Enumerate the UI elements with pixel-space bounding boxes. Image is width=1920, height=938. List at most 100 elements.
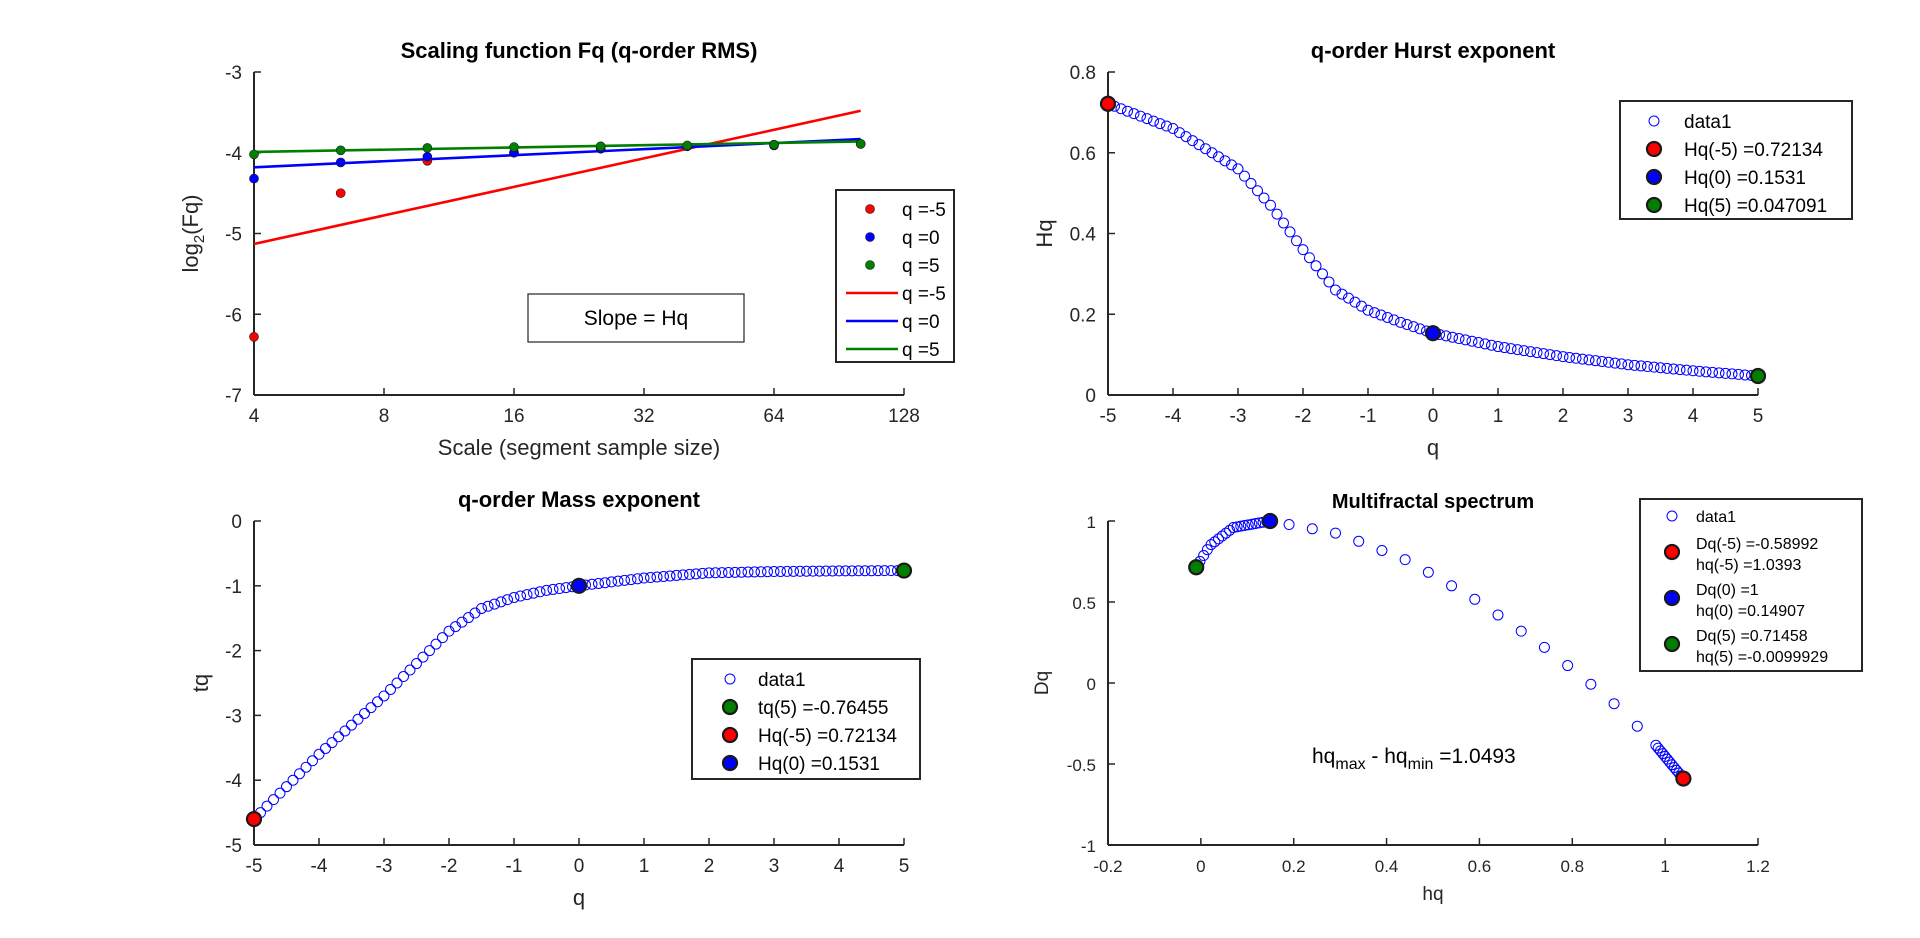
- curve-point: [1687, 365, 1699, 377]
- curve-point: [1239, 520, 1251, 532]
- curve-point: [547, 583, 559, 595]
- curve-point: [1562, 660, 1574, 672]
- curve-point: [853, 565, 864, 577]
- curve-point: [268, 794, 279, 806]
- highlight-marker: [1099, 95, 1117, 112]
- highlight-marker: [570, 577, 588, 594]
- highlight-marker: [1424, 325, 1442, 342]
- curve-point: [1306, 523, 1318, 535]
- curve-point: [586, 578, 598, 590]
- curve-point: [1661, 362, 1673, 374]
- curve-point: [281, 781, 292, 793]
- curve-point: [1408, 321, 1419, 333]
- curve-point: [430, 638, 442, 650]
- curve-point: [1733, 368, 1744, 380]
- curve-point: [1726, 368, 1738, 380]
- chart-title: Multifractal spectrum: [1332, 491, 1534, 513]
- legend-marker: [1645, 168, 1663, 186]
- legend-label: Hq(0) =0.1531: [1684, 168, 1806, 189]
- curve-point: [1226, 159, 1237, 171]
- curve-point: [612, 575, 624, 587]
- data-point: [509, 142, 519, 152]
- curve-point: [274, 787, 286, 799]
- y-tick-label: 0: [1085, 386, 1096, 407]
- legend-marker: [1663, 543, 1681, 561]
- data-point: [855, 139, 866, 149]
- data-point: [335, 188, 346, 198]
- curve-point: [645, 572, 656, 584]
- curve-point: [1486, 339, 1497, 351]
- data-point: [595, 141, 606, 152]
- curve-point: [833, 565, 845, 577]
- curve-point: [528, 587, 539, 599]
- curve-point: [1525, 346, 1536, 358]
- chart-title: q-order Mass exponent: [458, 487, 701, 512]
- curve-point: [398, 671, 409, 683]
- legend-label: q =5: [902, 256, 940, 277]
- data-point: [249, 149, 259, 160]
- curve-point: [859, 565, 871, 577]
- highlight-marker: [245, 810, 263, 828]
- curve-point: [1512, 344, 1523, 356]
- curve-point: [1603, 356, 1614, 368]
- x-axis-label: hq: [1422, 884, 1443, 905]
- curve-point: [1200, 143, 1211, 155]
- y-axis-label: Dq: [1032, 671, 1053, 695]
- curve-point: [495, 596, 507, 608]
- x-tick-label: 0: [1428, 406, 1439, 427]
- legend-marker: [1663, 635, 1681, 653]
- legend-marker: [865, 260, 875, 270]
- curve-point: [1220, 527, 1232, 539]
- y-tick-label: 0.6: [1070, 144, 1096, 165]
- curve-point: [742, 566, 754, 578]
- curve-point: [781, 565, 793, 577]
- highlight-marker: [895, 562, 913, 579]
- data-point: [335, 145, 346, 156]
- curve-point: [1440, 330, 1452, 342]
- legend-data1-marker: [1666, 510, 1678, 522]
- curve-point: [1492, 341, 1504, 353]
- curve-point: [1180, 131, 1192, 143]
- curve-point: [365, 702, 377, 714]
- curve-point: [1622, 359, 1634, 371]
- y-axis-label-rest: (Fq): [178, 194, 203, 234]
- curve-point: [502, 594, 513, 606]
- curve-point: [391, 677, 403, 689]
- curve-point: [697, 567, 708, 579]
- legend-label: data1: [1696, 509, 1736, 526]
- y-tick-label: -6: [225, 305, 242, 326]
- curve-point: [846, 565, 858, 577]
- y-tick-label: 1: [1087, 513, 1096, 532]
- highlight-marker: [1749, 367, 1767, 385]
- curve-point: [794, 565, 806, 577]
- curve-point: [820, 565, 832, 577]
- data-point: [249, 173, 259, 184]
- curve-point: [1700, 366, 1712, 378]
- y-tick-label: 0.4: [1070, 225, 1097, 246]
- y-axis-label: log2(Fq): [178, 194, 208, 272]
- data-point: [335, 157, 346, 168]
- legend-box: [835, 189, 955, 363]
- curve-point: [1369, 307, 1380, 319]
- curve-point: [1585, 678, 1597, 690]
- curve-point: [1213, 533, 1225, 545]
- legend-label: Hq(-5) =0.72134: [1684, 140, 1823, 161]
- curve-point: [1466, 335, 1478, 347]
- curve-point: [1304, 252, 1315, 264]
- curve-point: [1713, 367, 1725, 379]
- chart-hurst-exponent: -5 -4 -3 -2 -1 0 1 2 3 4 5 0 0.2 0.4 0.6 0.8 q-order Hur…: [1032, 38, 1853, 460]
- x-tick-label: 1: [1493, 406, 1504, 427]
- curve-point: [1453, 333, 1465, 345]
- x-tick-label: 0.4: [1375, 857, 1399, 876]
- curve-point: [1141, 113, 1153, 125]
- curve-point: [1473, 337, 1484, 349]
- annotation-box: [527, 293, 745, 343]
- legend-label: Hq(5) =0.047091: [1684, 196, 1827, 217]
- curve-point: [1401, 318, 1413, 330]
- curve-point: [1284, 226, 1296, 238]
- curve-point: [1209, 536, 1221, 548]
- curve-point: [606, 576, 617, 588]
- x-tick-label: 0.8: [1560, 857, 1584, 876]
- chart-title: q-order Hurst exponent: [1311, 38, 1556, 63]
